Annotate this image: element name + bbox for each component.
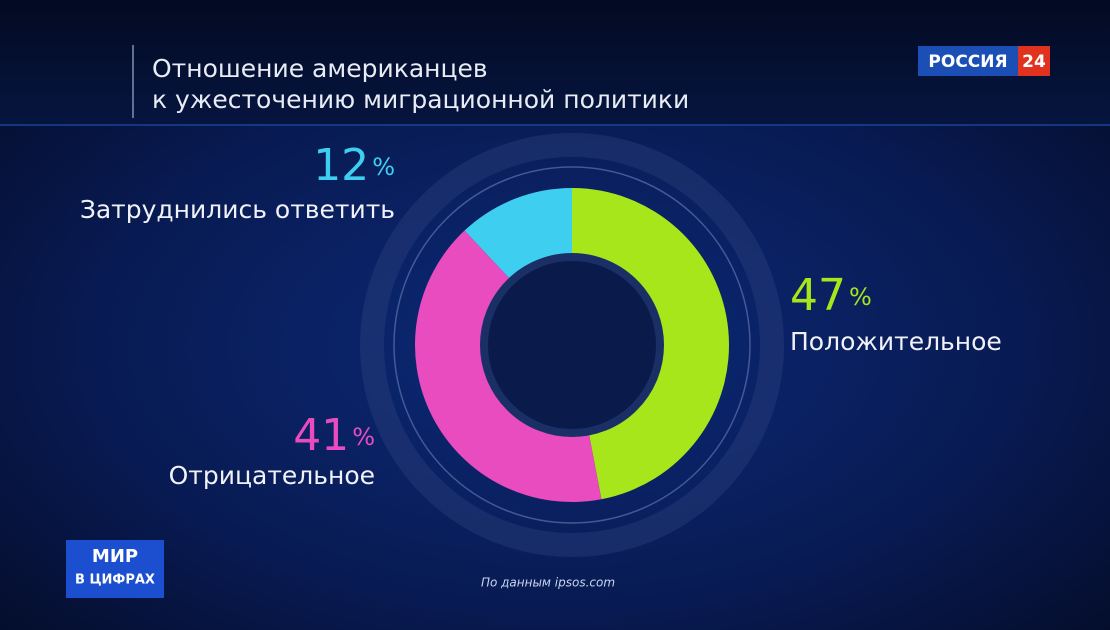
donut-hole (480, 253, 664, 437)
value-number: 12 (313, 140, 369, 191)
value-label: 47% (790, 270, 872, 321)
value-unit: % (372, 153, 395, 181)
channel-number: 24 (1022, 52, 1046, 72)
category-label: Затруднились ответить (80, 195, 395, 224)
channel-name: РОССИЯ (928, 52, 1007, 72)
value-unit: % (352, 423, 375, 451)
source: По данным ipsos.com (481, 576, 615, 590)
value-number: 47 (790, 270, 846, 321)
value-unit: % (849, 283, 872, 311)
decor-ring (393, 166, 751, 524)
chart-title: к ужесточению миграционной политики (152, 85, 689, 114)
program-line1: МИР (92, 546, 138, 567)
category-label: Отрицательное (169, 461, 375, 490)
value-label: 12% (313, 140, 395, 191)
channel-logo-number-box (1018, 46, 1050, 76)
category-label: Положительное (790, 327, 1002, 356)
decor-ring (360, 133, 784, 557)
program-logo (66, 540, 164, 598)
channel-logo (918, 46, 1018, 76)
value-number: 41 (293, 410, 349, 461)
value-label: 41% (293, 410, 375, 461)
program-line2: В ЦИФРАХ (75, 573, 155, 588)
chart-title: Отношение американцев (152, 54, 488, 83)
